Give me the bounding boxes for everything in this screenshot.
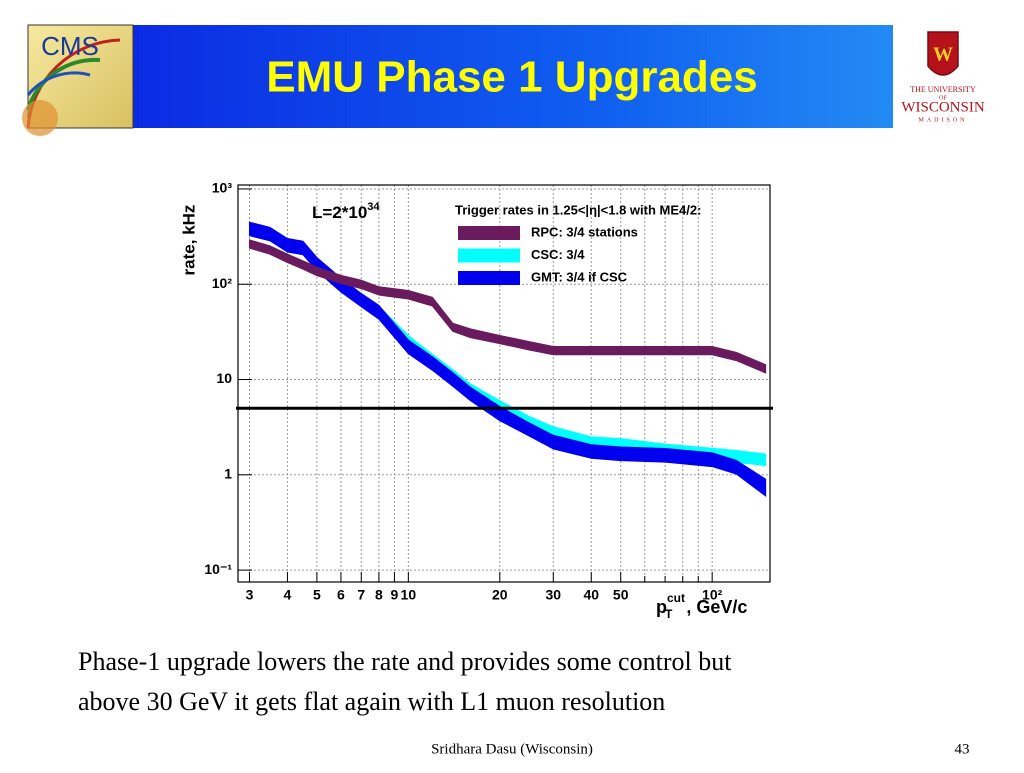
plot: 3 4 5 6 7 8 9 10 20 30 40 50 10²10⁻¹11010²10³L=2*103… bbox=[179, 180, 773, 621]
legend-swatch bbox=[458, 248, 520, 263]
x-tick-label: 8 bbox=[375, 587, 383, 603]
x-tick-label: 30 bbox=[546, 587, 562, 603]
logo-line: OF bbox=[939, 95, 947, 101]
cms-logo-text: CMS bbox=[41, 31, 99, 61]
y-tick-label: 10⁻¹ bbox=[204, 561, 232, 577]
x-label-sub: T bbox=[665, 607, 673, 621]
x-tick-label: 20 bbox=[492, 587, 508, 603]
body-line: Phase-1 upgrade lowers the rate and prov… bbox=[78, 647, 732, 676]
band bbox=[248, 239, 767, 374]
x-tick-label: 4 bbox=[284, 587, 292, 603]
legend-swatch bbox=[458, 271, 520, 285]
cms-logo: CMS bbox=[22, 24, 134, 136]
logo-line: THE UNIVERSITY bbox=[910, 85, 976, 94]
body-line: above 30 GeV it gets flat again with L1 … bbox=[78, 687, 665, 716]
page-number: 43 bbox=[955, 741, 970, 757]
wisconsin-logo: W THE UNIVERSITY OF WISCONSIN MADISON bbox=[893, 25, 995, 128]
x-label-base: p bbox=[656, 597, 667, 617]
logo-line: MADISON bbox=[918, 117, 967, 123]
logo-line: WISCONSIN bbox=[901, 99, 985, 115]
y-axis-label: rate, kHz bbox=[179, 205, 198, 276]
legend-title: Trigger rates in 1.25<|η|<1.8 with ME4/2… bbox=[455, 202, 701, 217]
legend-label: CSC: 3/4 bbox=[531, 247, 585, 262]
plot-frame bbox=[237, 184, 771, 583]
x-tick-label: 6 bbox=[337, 587, 345, 603]
x-label-sup: cut bbox=[667, 591, 685, 605]
y-tick-label: 1 bbox=[224, 466, 232, 482]
legend-label: GMT: 3/4 if CSC bbox=[531, 269, 628, 284]
legend-swatch bbox=[458, 226, 520, 240]
x-tick-label: 7 bbox=[357, 587, 365, 603]
x-label-rest: , GeV/c bbox=[686, 597, 747, 617]
x-tick-label: 3 bbox=[246, 587, 254, 603]
x-tick-label: 40 bbox=[583, 587, 599, 603]
x-tick-label: 10 bbox=[401, 587, 417, 603]
footer-author: Sridhara Dasu (Wisconsin) bbox=[431, 741, 593, 757]
band bbox=[248, 221, 767, 497]
annotation-text: L=2*10 bbox=[312, 203, 367, 222]
x-tick-label: 9 bbox=[391, 587, 399, 603]
svg-text:W: W bbox=[933, 44, 953, 66]
annotation: L=2*1034 bbox=[312, 201, 380, 223]
annotation-sup: 34 bbox=[367, 201, 380, 213]
x-tick-label: 50 bbox=[613, 587, 629, 603]
x-tick-label: 5 bbox=[313, 587, 321, 603]
legend-label: RPC: 3/4 stations bbox=[531, 224, 638, 239]
header-bar bbox=[28, 25, 995, 128]
y-tick-label: 10² bbox=[212, 275, 233, 291]
x-tick-label: 10² bbox=[702, 587, 723, 603]
x-axis-label: pcut T , GeV/c bbox=[656, 591, 747, 621]
y-tick-label: 10³ bbox=[212, 180, 233, 196]
y-tick-label: 10 bbox=[216, 370, 232, 386]
slide-title: EMU Phase 1 Upgrades bbox=[266, 53, 758, 102]
